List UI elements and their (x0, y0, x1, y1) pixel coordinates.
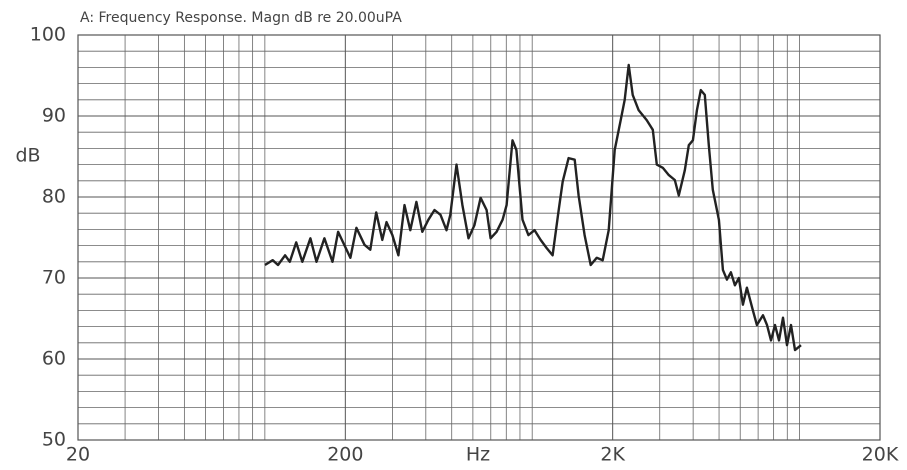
x-tick-label: 200 (327, 444, 363, 466)
chart-title: A: Frequency Response. Magn dB re 20.00u… (80, 10, 402, 26)
x-tick-label: 20K (862, 444, 899, 466)
y-tick-label: 70 (42, 267, 66, 289)
y-tick-label: 80 (42, 186, 66, 208)
x-tick-label: 20 (66, 444, 90, 466)
y-tick-label: 60 (42, 348, 66, 370)
x-axis-label: Hz (466, 444, 490, 466)
y-axis-label: dB (15, 145, 40, 167)
plot-frame (77, 34, 881, 441)
data-line (264, 63, 802, 352)
y-tick-label: 90 (42, 105, 66, 127)
y-tick-label: 100 (30, 24, 66, 46)
x-tick-label: 2K (600, 444, 625, 466)
y-tick-label: 50 (42, 429, 66, 451)
